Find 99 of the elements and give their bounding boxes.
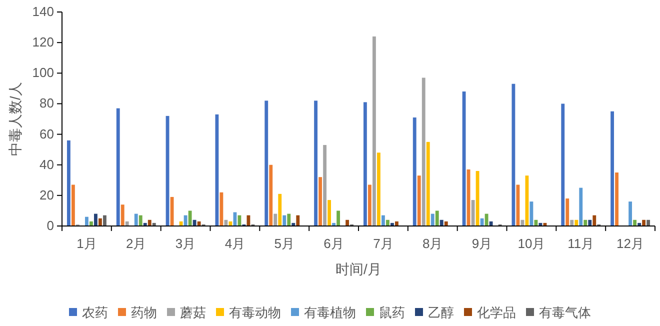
x-axis-title: 时间/月 [336,261,382,277]
bar [188,210,192,226]
bar [184,215,188,226]
legend-label: 乙醇 [428,305,454,320]
bar [633,220,637,226]
bar [480,218,484,226]
bar [328,200,331,226]
bar [215,114,219,226]
x-tick-label: 6月 [324,236,344,251]
bar [430,214,434,226]
x-tick-label: 3月 [175,236,196,251]
x-tick-label: 2月 [126,236,146,251]
bar [282,215,286,226]
legend-label: 农药 [82,305,108,320]
bar [520,220,524,226]
bar [381,215,385,226]
bar [646,220,650,226]
bar [376,152,380,226]
bar [642,220,646,226]
bar [579,188,583,226]
x-tick-label: 10月 [518,236,546,251]
bar [525,176,529,226]
bar [103,215,106,226]
y-tick-label: 120 [32,34,54,50]
legend-label: 有毒植物 [304,305,356,320]
bar [512,84,516,226]
y-tick-label: 60 [40,126,54,142]
bar [584,220,588,226]
bar [412,117,416,226]
bar [274,214,278,226]
legend-label: 蘑菇 [180,305,206,320]
legend-label: 有毒气体 [539,305,591,320]
x-tick-label: 1月 [76,236,97,251]
x-tick-label: 8月 [422,236,443,251]
bar [71,184,75,226]
bar [476,170,480,226]
bar [628,202,632,226]
y-tick-label: 80 [40,96,54,111]
bar [224,220,228,226]
bar [566,198,570,226]
bar [386,220,390,226]
bar [610,111,614,226]
y-tick-label: 0 [46,218,54,233]
legend-label: 化学品 [477,305,516,320]
legend-label: 药物 [131,305,157,320]
bar [570,220,574,226]
bar [592,215,596,226]
y-tick-label: 140 [32,4,54,19]
bar [84,216,88,226]
bar [368,184,372,226]
y-tick-label: 40 [40,156,54,172]
y-tick-label: 20 [40,187,54,202]
bar [138,215,142,226]
bar [530,202,534,226]
legend-label: 有毒动物 [229,305,281,320]
x-tick-label: 9月 [472,236,492,251]
x-tick-label: 7月 [373,236,394,251]
bar [426,142,430,226]
bar [346,220,350,226]
bar [323,144,326,226]
bar [372,36,376,226]
bar [192,220,196,226]
bar [336,210,340,226]
bar [534,220,538,226]
bar [220,192,224,226]
bar [318,177,322,226]
bar [561,104,565,226]
y-tick-label: 100 [32,65,54,80]
x-tick-label: 5月 [274,236,294,251]
x-tick-label: 11月 [568,236,594,251]
bar [120,204,124,226]
bar [134,214,138,226]
bar [148,220,152,226]
x-tick-label: 12月 [616,236,644,251]
bar [94,214,98,226]
bar [66,140,70,226]
y-axis-title: 中毒人数/人 [7,82,23,156]
bar [269,164,273,226]
bar [440,220,444,226]
bar [238,215,242,226]
bar [422,78,426,226]
bar [363,102,367,226]
bar [233,212,237,226]
bar [296,215,300,226]
bar [417,176,421,226]
bar [314,100,318,226]
bar [484,214,488,226]
bar [574,220,578,226]
bar [98,218,102,226]
bar [287,214,291,226]
bar [278,194,282,226]
legend-label: 鼠药 [379,305,405,320]
bar [516,184,520,226]
bar [588,220,592,226]
bar [116,108,120,226]
bar [615,172,618,226]
x-tick-label: 4月 [224,236,246,251]
bar [264,100,268,226]
bar [435,210,439,226]
